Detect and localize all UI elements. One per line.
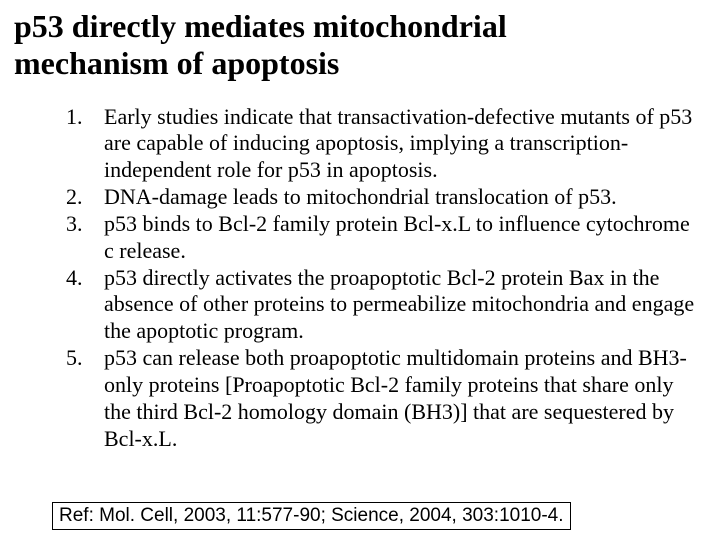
list-item-text: Early studies indicate that transactivat… <box>104 104 692 183</box>
list-item-text: p53 binds to Bcl-2 family protein Bcl-x.… <box>104 211 690 263</box>
list-item-text: p53 directly activates the proapoptotic … <box>104 265 694 344</box>
list-item: p53 can release both proapoptotic multid… <box>66 345 702 452</box>
title-line-2: mechanism of apoptosis <box>14 45 339 81</box>
reference-box: Ref: Mol. Cell, 2003, 11:577-90; Science… <box>52 502 571 530</box>
list-item-text: p53 can release both proapoptotic multid… <box>104 345 687 450</box>
list-item-text: DNA-damage leads to mitochondrial transl… <box>104 184 617 209</box>
list-item: p53 binds to Bcl-2 family protein Bcl-x.… <box>66 211 702 265</box>
content-list: Early studies indicate that transactivat… <box>14 104 702 453</box>
title-line-1: p53 directly mediates mitochondrial <box>14 8 507 44</box>
slide-title: p53 directly mediates mitochondrial mech… <box>14 8 702 82</box>
list-item: DNA-damage leads to mitochondrial transl… <box>66 184 702 211</box>
reference-text: Ref: Mol. Cell, 2003, 11:577-90; Science… <box>59 505 564 526</box>
list-item: Early studies indicate that transactivat… <box>66 104 702 184</box>
list-item: p53 directly activates the proapoptotic … <box>66 265 702 345</box>
